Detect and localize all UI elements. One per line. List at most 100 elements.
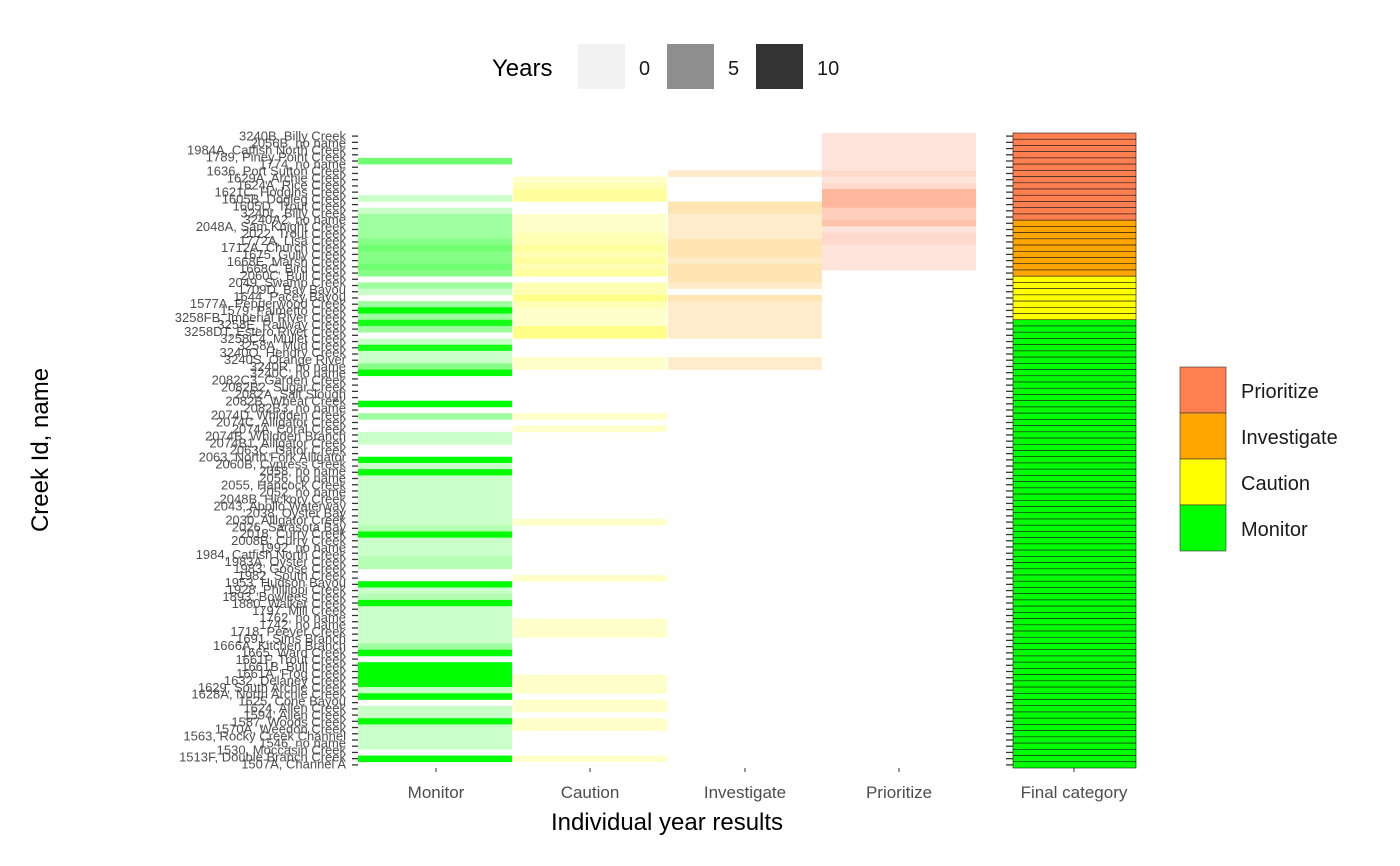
heatmap-cell-caution xyxy=(513,718,667,725)
final-category-cell xyxy=(1012,524,1137,532)
heatmap-cell-prioritize xyxy=(822,232,976,240)
heatmap-cell-monitor xyxy=(358,282,512,289)
final-category-cell xyxy=(1012,549,1137,557)
heatmap-cell-monitor xyxy=(358,581,512,588)
y-tick-label: 2082C3, Garden Creek xyxy=(212,373,347,388)
y-tick-label: 1712A, Church Creek xyxy=(221,240,347,255)
final-category-cell xyxy=(1012,188,1137,196)
heatmap-cell-prioritize xyxy=(822,170,976,177)
heatmap-cell-caution xyxy=(513,263,667,271)
y-axis-ticks xyxy=(352,135,358,766)
y-tick-label: 1928, Phillippi Creek xyxy=(227,582,347,597)
final-category-cell xyxy=(1012,462,1137,470)
final-category-cell xyxy=(1012,394,1137,402)
final-category-cell xyxy=(1012,692,1137,700)
heatmap-cell-caution xyxy=(513,332,667,339)
final-category-cell xyxy=(1012,138,1137,146)
legend-swatch-monitor xyxy=(1179,504,1227,552)
heatmap-cell-caution xyxy=(513,319,667,327)
y-tick-label: 3240R, no name xyxy=(250,359,346,374)
final-category-cell xyxy=(1012,194,1137,202)
y-tick-label: 1577A, Pepperwood Creek xyxy=(190,296,347,311)
y-tick-label: 1628A, North Archie Creek xyxy=(191,687,346,702)
heatmap-cell-monitor xyxy=(358,207,512,215)
final-category-cell xyxy=(1012,182,1137,190)
y-tick-label: 2058, no name xyxy=(259,463,346,478)
heatmap-cell-investigate xyxy=(668,276,822,283)
y-tick-label: 1632, Delaney Creek xyxy=(224,673,347,688)
category-legend: Prioritize Investigate Caution Monitor xyxy=(1179,366,1338,552)
final-category-cell xyxy=(1012,412,1137,420)
heatmap-cell-caution xyxy=(513,624,667,632)
heatmap-cell-prioritize xyxy=(822,164,976,171)
heatmap-cell-monitor xyxy=(358,481,512,489)
final-category-cell xyxy=(1012,730,1137,738)
final-category-cell xyxy=(1012,562,1137,570)
heatmap-cell-monitor xyxy=(358,711,512,719)
final-category-cell xyxy=(1012,406,1137,414)
final-category-cell xyxy=(1012,387,1137,395)
final-category-cell xyxy=(1012,238,1137,246)
final-category-cell xyxy=(1012,475,1137,482)
final-category-cell xyxy=(1012,761,1137,769)
final-category-cell xyxy=(1012,655,1137,663)
y-tick-label: 3240C, no name xyxy=(250,366,346,381)
y-tick-label: 3258E, Railway Creek xyxy=(217,317,346,332)
final-category-cell xyxy=(1012,275,1137,283)
y-tick-label: 2063, North Fork Alligator xyxy=(199,449,347,464)
heatmap-cell-monitor xyxy=(358,263,512,271)
heatmap-cell-monitor xyxy=(358,462,512,470)
y-tick-label: 2074B, Whidden Branch xyxy=(205,429,346,444)
heatmap-cell-caution xyxy=(513,245,667,252)
final-category-cell xyxy=(1012,344,1137,352)
final-category-cell xyxy=(1012,437,1137,445)
y-tick-label: 1983A, Oyster Creek xyxy=(225,554,347,569)
y-tick-label: 2060B, Cypress Creek xyxy=(215,456,346,471)
final-category-cell xyxy=(1012,699,1137,707)
final-category-cell xyxy=(1012,431,1137,439)
y-tick-label: 2030, Alligator Creek xyxy=(225,512,346,527)
heatmap-cell-monitor xyxy=(358,475,512,482)
final-category-cell xyxy=(1012,151,1137,159)
heatmap-cell-caution xyxy=(513,631,667,638)
heatmap-cell-monitor xyxy=(358,512,512,520)
heatmap-cell-investigate xyxy=(668,301,822,308)
final-category-cell xyxy=(1012,512,1137,520)
heatmap-cell-monitor xyxy=(358,469,512,476)
heatmap-cell-monitor xyxy=(358,288,512,296)
final-category-cell xyxy=(1012,717,1137,725)
x-axis: Monitor Caution Investigate Prioritize F… xyxy=(408,768,1128,802)
heatmap-cell-monitor xyxy=(358,344,512,352)
y-tick-label: 1762, no name xyxy=(259,610,346,625)
y-tick-label: 3240L, Billy Creek xyxy=(241,205,347,220)
heatmap-cell-caution xyxy=(513,518,667,526)
heatmap-cell-monitor xyxy=(358,232,512,240)
heatmap-cell-investigate xyxy=(668,245,822,252)
heatmap-cell-prioritize xyxy=(822,139,976,146)
heatmap-cell-caution xyxy=(513,618,667,626)
heatmap-cell-monitor xyxy=(358,668,512,675)
heatmap-cell-investigate xyxy=(668,282,822,289)
final-category-cell xyxy=(1012,363,1137,370)
heatmap-cell-monitor xyxy=(358,269,512,277)
y-tick-label: 1984A, Catfish North Creek xyxy=(187,142,346,157)
heatmap-cell-investigate xyxy=(668,313,822,321)
heatmap-cell-investigate xyxy=(668,251,822,258)
heatmap-cell-investigate xyxy=(668,363,822,370)
heatmap-cell-monitor xyxy=(358,518,512,526)
heatmap-cell-prioritize xyxy=(822,238,976,246)
x-axis-title: Individual year results xyxy=(551,809,783,836)
heatmap-cell-caution xyxy=(513,251,667,258)
heatmap-cell-caution xyxy=(513,220,667,227)
legend-swatch-prioritize xyxy=(1179,366,1227,414)
heatmap-cell-caution xyxy=(513,238,667,246)
final-category-cell xyxy=(1012,450,1137,458)
heatmap-cell-caution xyxy=(513,182,667,190)
years-legend-tick-0: 0 xyxy=(639,58,650,80)
legend-label-caution: Caution xyxy=(1241,473,1310,495)
y-tick-label: 1953, Hudson Bayou xyxy=(225,575,346,590)
heatmap-cell-caution xyxy=(513,313,667,321)
final-category-cell xyxy=(1012,400,1137,408)
heatmap-cell-prioritize xyxy=(822,201,976,209)
